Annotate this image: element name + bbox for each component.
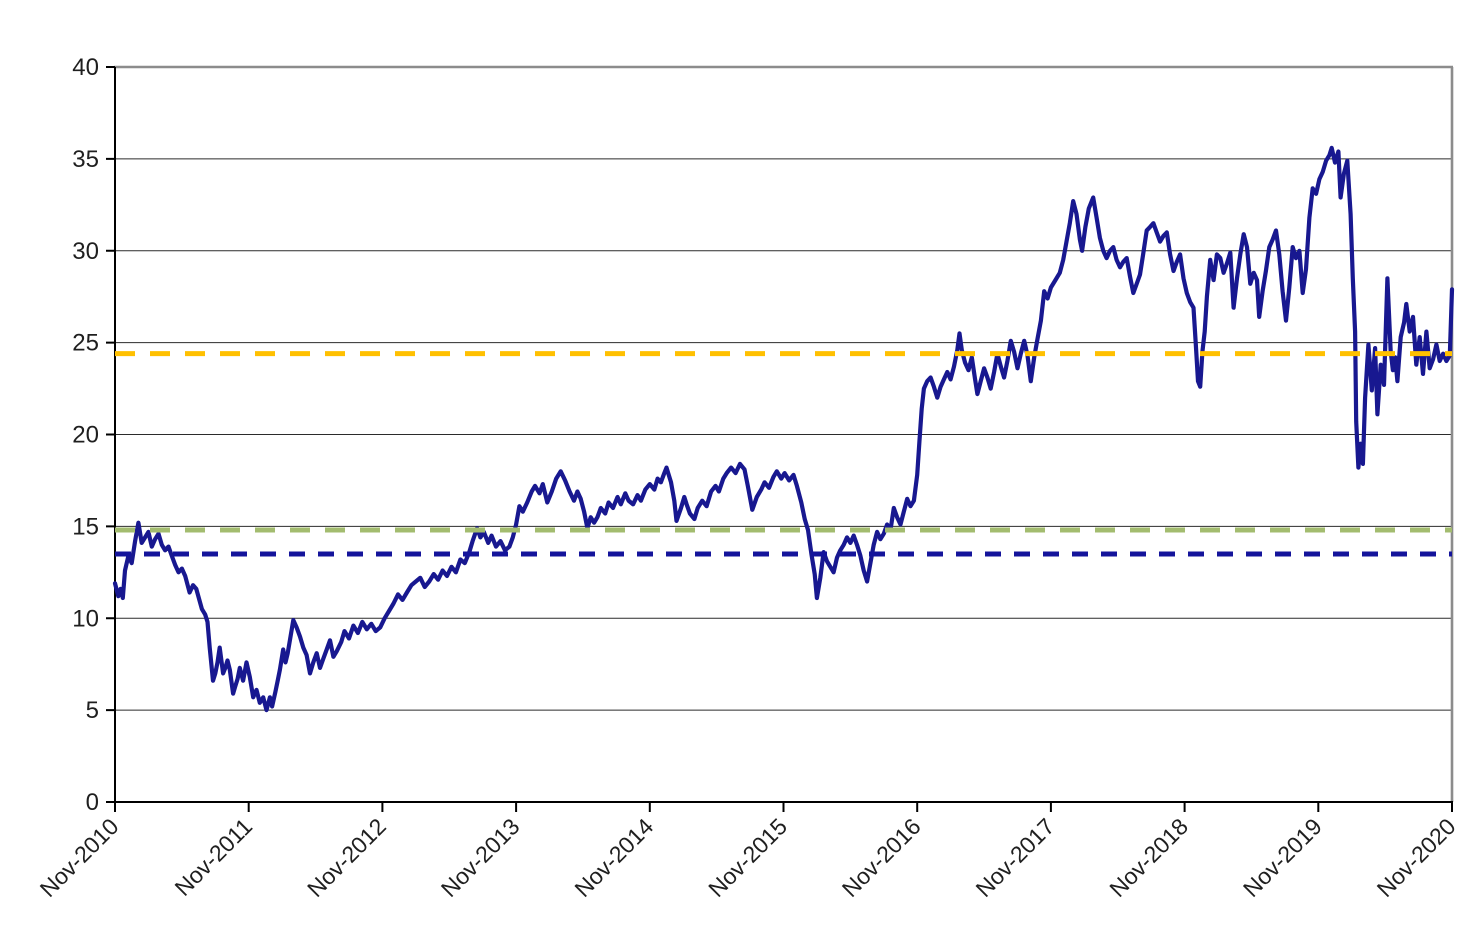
x-axis-tick-label: Nov-2018 xyxy=(1104,813,1193,902)
x-axis-tick-label: Nov-2015 xyxy=(703,813,792,902)
plot-border xyxy=(114,65,1454,802)
y-axis-tick-label: 10 xyxy=(72,605,99,632)
y-axis-tick-label: 5 xyxy=(86,697,99,724)
x-axis-tick-label: Nov-2011 xyxy=(170,813,258,901)
price-series xyxy=(112,145,1455,713)
gridlines xyxy=(115,158,1452,711)
x-axis-tick-label: Nov-2014 xyxy=(569,813,658,902)
y-axis-tick-label: 0 xyxy=(86,789,99,816)
data-series xyxy=(112,145,1455,713)
x-axis-tick-label: Nov-2019 xyxy=(1238,813,1327,902)
tick-marks xyxy=(106,66,1453,812)
y-axis-tick-label: 30 xyxy=(72,238,99,265)
x-axis-tick-label: Nov-2010 xyxy=(35,813,124,902)
x-axis-tick-label: Nov-2016 xyxy=(837,813,926,902)
x-axis-tick-label: Nov-2013 xyxy=(436,813,525,902)
x-axis-tick-label: Nov-2017 xyxy=(971,813,1060,902)
y-axis-tick-label: 20 xyxy=(72,422,99,449)
y-axis-tick-label: 15 xyxy=(72,513,99,540)
y-axis-tick-label: 35 xyxy=(72,146,99,173)
reference-lines xyxy=(115,351,1452,557)
x-axis-tick-label: Nov-2012 xyxy=(302,813,391,902)
y-axis-tick-label: 40 xyxy=(72,54,99,81)
x-axis-tick-label: Nov-2020 xyxy=(1372,813,1461,902)
y-axis-tick-label: 25 xyxy=(72,330,99,357)
